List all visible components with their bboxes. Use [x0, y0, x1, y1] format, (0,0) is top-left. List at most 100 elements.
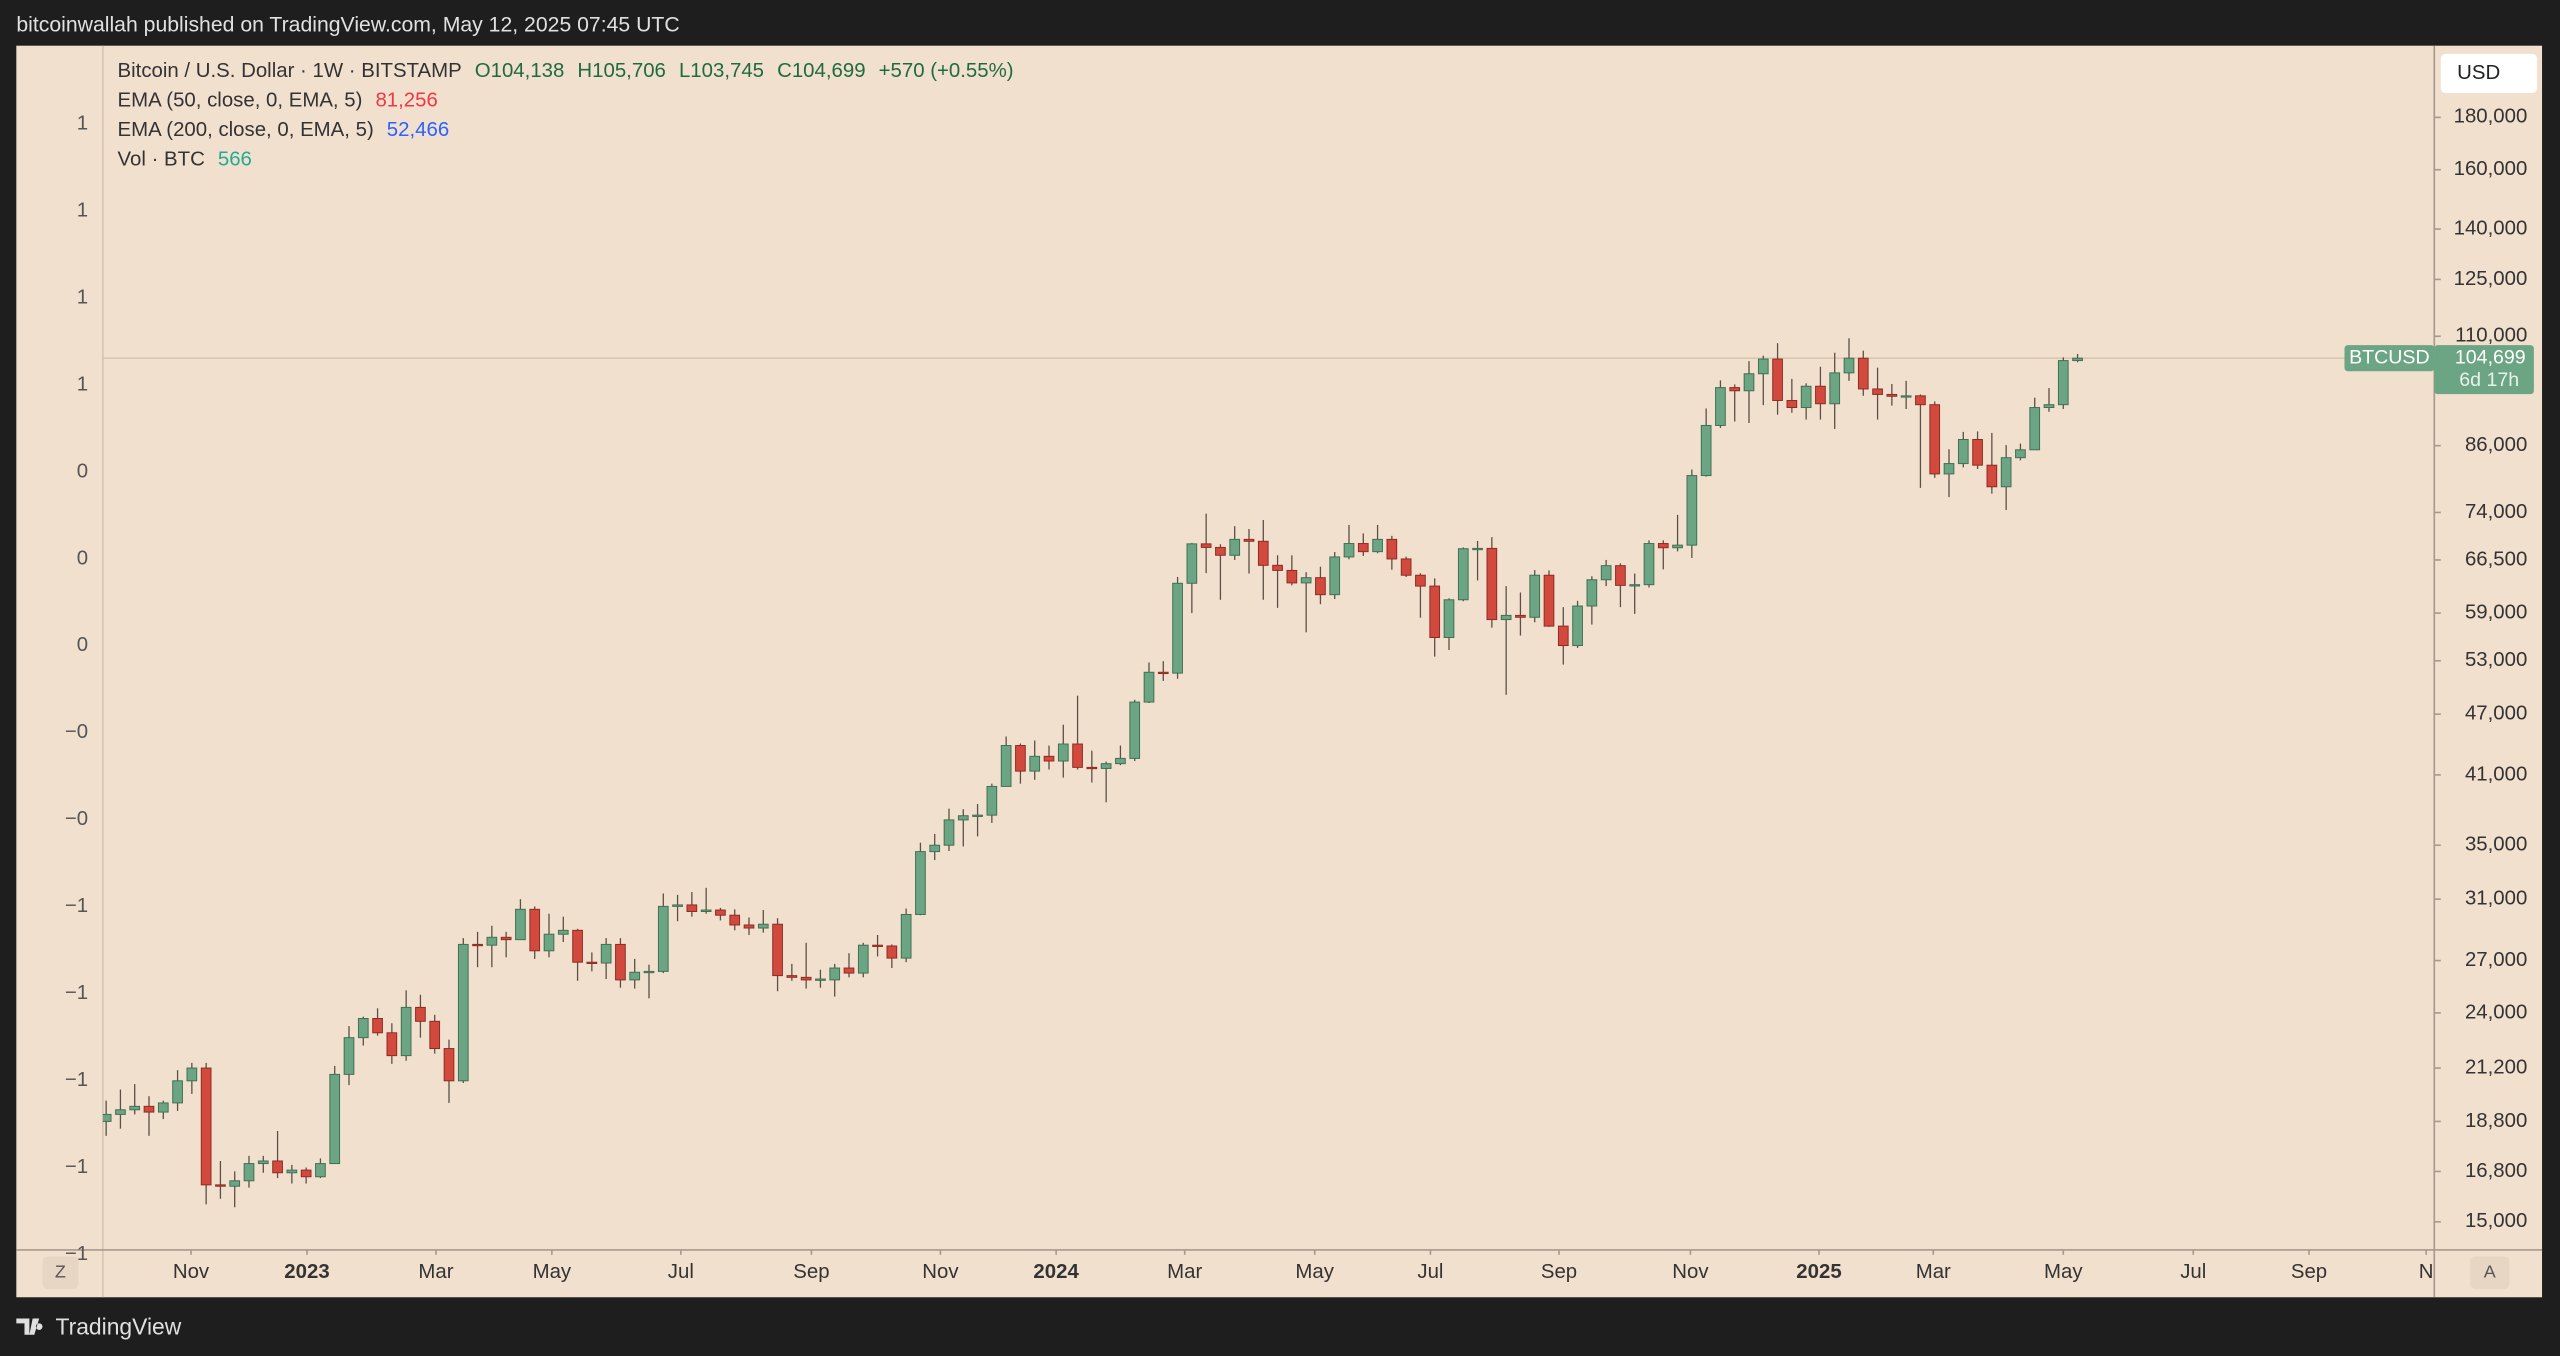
y-tick-label: 110,000: [2455, 325, 2527, 347]
z-button[interactable]: Z: [42, 1256, 79, 1290]
indicator-value: 81,256: [375, 90, 437, 112]
currency-button[interactable]: USD: [2440, 53, 2538, 94]
candle-body: [1443, 599, 1455, 638]
candle-body: [1972, 438, 1983, 466]
candle-body: [1915, 395, 1926, 406]
candle-body: [1815, 385, 1826, 405]
left-scale-label: −1: [65, 1243, 88, 1265]
candle-body: [1843, 357, 1855, 374]
candle-body: [715, 909, 726, 916]
y-tick-label: 59,000: [2465, 602, 2527, 624]
candle-body: [572, 929, 583, 963]
candle-body: [1157, 671, 1169, 675]
candle-body: [457, 943, 469, 1082]
candle-body: [757, 923, 769, 929]
a-button[interactable]: A: [2470, 1256, 2510, 1290]
candle-body: [800, 976, 812, 981]
candle-body: [1943, 463, 1955, 475]
candle-body: [872, 944, 883, 947]
candle-body: [1772, 358, 1783, 401]
candle-body: [1729, 387, 1741, 392]
currency[interactable]: USD: [2457, 62, 2500, 84]
candle-body: [586, 961, 598, 965]
y-tick-label: 41,000: [2465, 763, 2527, 785]
candle-body: [629, 971, 641, 981]
candle-body: [1957, 438, 1969, 465]
y-tick-label: 74,000: [2465, 501, 2527, 523]
candle-body: [1229, 538, 1241, 556]
x-tick-label: Jul: [2180, 1261, 2206, 1283]
y-tick-label: 35,000: [2465, 834, 2527, 856]
candle-body: [2015, 449, 2026, 459]
candle-body: [1315, 577, 1326, 596]
candle-body: [429, 1020, 441, 1050]
x-tick-label: Sep: [1541, 1261, 1577, 1283]
left-scale-label: −1: [65, 1156, 88, 1178]
button-bg[interactable]: [2440, 53, 2538, 94]
candle-body: [1386, 538, 1398, 560]
left-scale-label: −0: [65, 808, 88, 830]
button-label[interactable]: Z: [55, 1262, 66, 1282]
candle-body: [1429, 585, 1441, 638]
left-scale-label: 0: [77, 634, 88, 656]
candle-body: [102, 1113, 112, 1122]
candle-body: [900, 913, 912, 959]
y-tick-label: 15,000: [2465, 1210, 2527, 1232]
candle-body: [2000, 457, 2012, 488]
button-bg[interactable]: [42, 1256, 79, 1290]
left-scale-label: 0: [77, 460, 88, 482]
candle-body: [315, 1163, 326, 1178]
chart-background: [16, 45, 2543, 1298]
candle-body: [1757, 358, 1769, 375]
footer: TradingView: [16, 1313, 182, 1339]
candle-body: [1129, 701, 1141, 759]
candle-body: [2043, 404, 2055, 409]
candle-body: [1886, 393, 1898, 397]
candle-body: [1929, 404, 1941, 475]
candle-body: [1200, 543, 1212, 548]
candle-body: [1800, 385, 1812, 409]
candle-body: [443, 1048, 455, 1082]
candle-body: [557, 929, 569, 935]
candle-body: [329, 1073, 341, 1165]
candle-body: [472, 943, 483, 947]
y-tick-label: 180,000: [2454, 106, 2528, 128]
x-tick-label: Nov: [1672, 1261, 1709, 1283]
x-tick-label: May: [1295, 1261, 1334, 1283]
candle-body: [1686, 475, 1698, 546]
candle-body: [1300, 577, 1312, 584]
left-scale-label: −0: [65, 721, 88, 743]
candle-body: [186, 1067, 198, 1082]
candle-body: [1343, 543, 1355, 558]
logo: [16, 1318, 43, 1335]
legend-ohlc: O104,138: [475, 60, 565, 82]
x-tick-label: 2025: [1796, 1261, 1841, 1283]
candle-body: [257, 1160, 269, 1165]
candle-body: [1115, 757, 1126, 765]
y-tick-label: 24,000: [2465, 1001, 2527, 1023]
publisher: bitcoinwallah published on TradingView.c…: [16, 14, 679, 37]
candle-body: [986, 785, 998, 816]
plot: [102, 338, 2435, 1208]
candle-body: [243, 1163, 255, 1182]
candle-body: [1600, 565, 1612, 581]
candle-body: [1100, 763, 1112, 769]
candle-body: [286, 1169, 298, 1174]
candle-body: [115, 1109, 126, 1115]
candle-body: [543, 933, 555, 952]
candle-body: [915, 851, 926, 915]
left-scale-label: −1: [65, 1069, 88, 1091]
candle-body: [272, 1160, 283, 1174]
button-label[interactable]: A: [2484, 1262, 2496, 1282]
candle-body: [500, 936, 512, 941]
candle-body: [1257, 540, 1269, 566]
button-bg[interactable]: [2470, 1256, 2510, 1290]
x-tick-label: Mar: [1916, 1261, 1951, 1283]
indicator-name: Vol · BTC: [118, 148, 205, 170]
candle-body: [600, 943, 612, 964]
x-tick-label: Mar: [1167, 1261, 1202, 1283]
x-tick-label: Mar: [418, 1261, 453, 1283]
brand: TradingView: [56, 1313, 182, 1339]
candle-body: [772, 923, 783, 977]
legend-ohlc: H105,706: [577, 60, 665, 82]
